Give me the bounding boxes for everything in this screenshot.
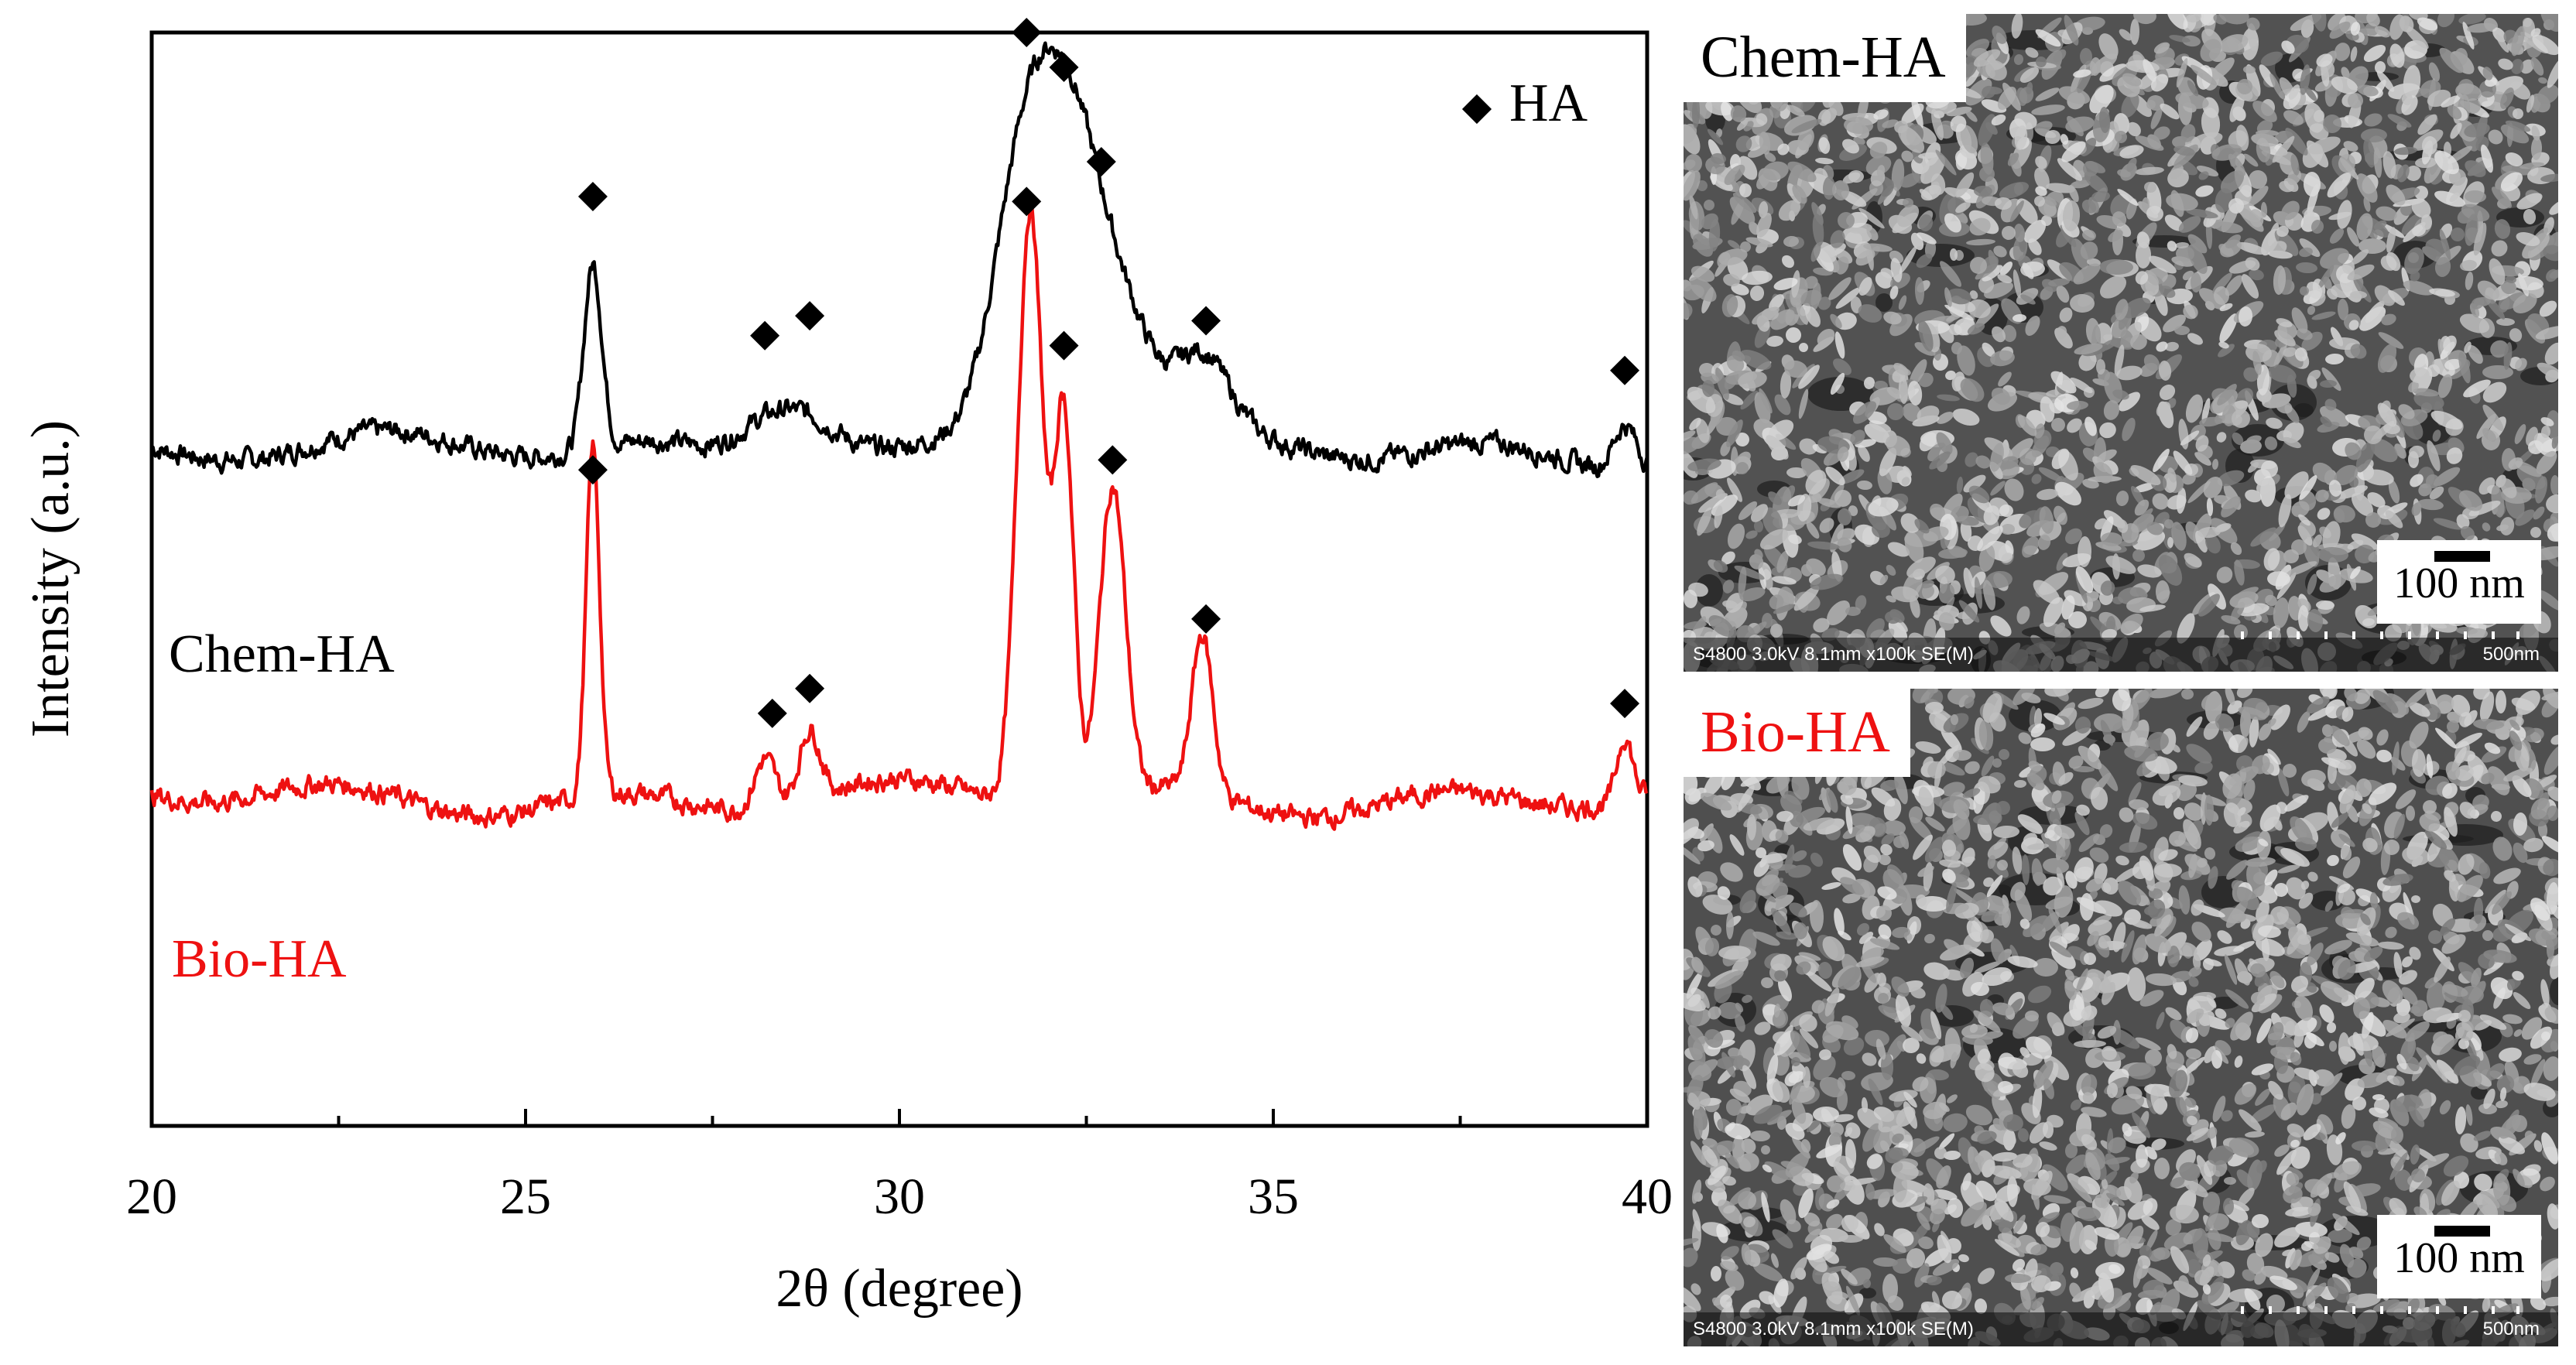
ha-peak-marker-icon [1610,355,1640,385]
series-line-chem-ha [150,41,1649,479]
series-label-bio-ha: Bio-HA [172,929,347,989]
sem-label: Bio-HA [1684,689,1910,777]
sem-image-bio-ha: Bio-HA 100 nm S4800 3.0kV 8.1mm x100k SE… [1684,689,2558,1346]
scale-bar [2434,551,2490,562]
scale-bar-box: 100 nm [2377,540,2541,624]
ha-peak-marker-icon [1012,186,1042,217]
x-tick-label: 20 [126,1168,177,1225]
ha-peak-marker-icon [795,301,825,331]
plot-frame [149,30,1649,1128]
ha-peak-marker-icon [750,320,780,351]
ha-peak-marker-icon [795,673,825,703]
scale-bar-box: 100 nm [2377,1215,2541,1298]
scale-bar-text: 100 nm [2393,559,2525,607]
series-label-chem-ha: Chem-HA [169,624,395,684]
ha-peak-marker-icon [577,455,608,485]
x-tick-label: 40 [1622,1168,1672,1225]
x-tick-label: 25 [500,1168,551,1225]
series-line-bio-ha [149,200,1649,831]
ha-peak-marker-icon [1012,18,1042,47]
sem-info-right: 500nm [2482,1319,2540,1339]
ha-peak-marker-icon [757,698,787,728]
ha-peak-marker-icon [1610,689,1640,719]
y-axis-label: Intensity (a.u.) [21,420,80,737]
sem-info-bar: S4800 3.0kV 8.1mm x100k SE(M) 500nm [1684,638,2558,672]
sem-scale-ticks [2241,1306,2519,1314]
ha-peak-marker-icon [1191,306,1221,336]
xrd-chart: 20 25 30 35 40 2θ (degree) Intensity (a.u.) … [21,18,1672,1319]
legend-label: HA [1509,74,1588,133]
x-tick-label: 35 [1248,1168,1299,1225]
x-axis-tick-labels: 20 25 30 35 40 [126,1168,1672,1225]
sem-info-right: 500nm [2482,644,2540,665]
sem-info-left: S4800 3.0kV 8.1mm x100k SE(M) [1693,1319,1974,1339]
sem-image-chem-ha: Chem-HA 100 nm S4800 3.0kV 8.1mm x100k S… [1684,14,2558,672]
x-axis-ticks [150,1109,1649,1126]
x-axis-label: 2θ (degree) [776,1259,1023,1319]
sem-scale-ticks [2241,631,2519,639]
ha-peak-marker-icon [1086,146,1116,176]
sem-label: Chem-HA [1684,14,1966,102]
series-layer [149,41,1649,831]
sem-info-left: S4800 3.0kV 8.1mm x100k SE(M) [1693,644,1974,665]
sem-info-bar: S4800 3.0kV 8.1mm x100k SE(M) 500nm [1684,1312,2558,1346]
ha-peak-marker-icon [1049,330,1079,361]
ha-peak-marker-icon [1191,604,1221,634]
ha-peak-marker-icon [577,181,608,211]
marker-layer [577,18,1640,728]
ha-peak-marker-icon [1098,445,1128,475]
ha-peak-marker-icon [1049,52,1079,82]
scale-bar-text: 100 nm [2393,1234,2525,1282]
legend-marker-icon: ◆ [1462,84,1492,128]
scale-bar [2434,1226,2490,1237]
x-tick-label: 30 [874,1168,925,1225]
legend: ◆ HA [1462,74,1588,133]
